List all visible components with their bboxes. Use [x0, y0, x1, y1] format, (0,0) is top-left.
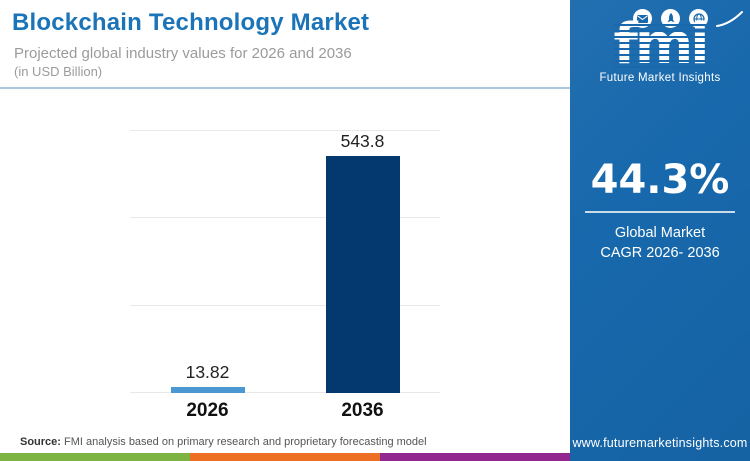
bar-2036: [325, 155, 400, 393]
bars-container: 13.82 543.8: [130, 131, 440, 393]
fmi-logo: fmi Future Market Insights: [570, 6, 750, 84]
bar-chart: 13.82 543.8: [130, 130, 440, 393]
bar-2026: [170, 386, 245, 393]
bar-group-2026: 13.82: [130, 131, 285, 393]
cagr-stat: 44.3% Global Market CAGR 2026- 2036: [570, 160, 750, 264]
brand-sidebar: fmi Future Market Insights 44.3% Global …: [570, 0, 750, 461]
cagr-caption-line1: Global Market: [614, 225, 706, 241]
footer-color-stripe: [0, 453, 570, 461]
source-label: Source:: [20, 436, 61, 448]
gridline-200: [130, 304, 440, 306]
x-axis-labels: 2026 2036: [130, 400, 440, 422]
gridline-0: [130, 392, 440, 393]
stripe-purple: [380, 453, 570, 461]
gridline-600: [130, 130, 440, 131]
x-tick-label-2036: 2036: [341, 400, 384, 421]
data-label-2026: 13.82: [185, 362, 230, 383]
gridline-400: [130, 217, 440, 219]
website-link[interactable]: www.futuremarketinsights.com: [572, 436, 748, 450]
logo-swoosh: [716, 11, 743, 27]
stripe-orange: [190, 453, 380, 461]
source-note: Source: FMI analysis based on primary re…: [20, 436, 427, 448]
infographic-main-area: Blockchain Technology Market Projected g…: [0, 9, 570, 461]
page-subtitle: Projected global industry values for 202…: [14, 45, 352, 62]
header-divider: [0, 87, 570, 89]
source-text: FMI analysis based on primary research a…: [60, 436, 427, 448]
stat-divider: [585, 211, 735, 213]
fmi-wordmark: fmi: [613, 12, 710, 77]
page-title: Blockchain Technology Market: [12, 9, 370, 36]
bar-group-2036: 543.8: [285, 131, 440, 393]
stripe-green: [0, 453, 190, 461]
cagr-caption-line2: CAGR 2026- 2036: [600, 245, 720, 262]
x-tick-label-2026: 2026: [186, 400, 229, 421]
logo-tagline: Future Market Insights: [599, 72, 721, 85]
unit-note: (in USD Billion): [14, 64, 103, 79]
data-label-2036: 543.8: [340, 131, 385, 152]
cagr-caption: Global Market CAGR 2026- 2036: [570, 223, 750, 264]
cagr-value: 44.3%: [590, 157, 730, 203]
